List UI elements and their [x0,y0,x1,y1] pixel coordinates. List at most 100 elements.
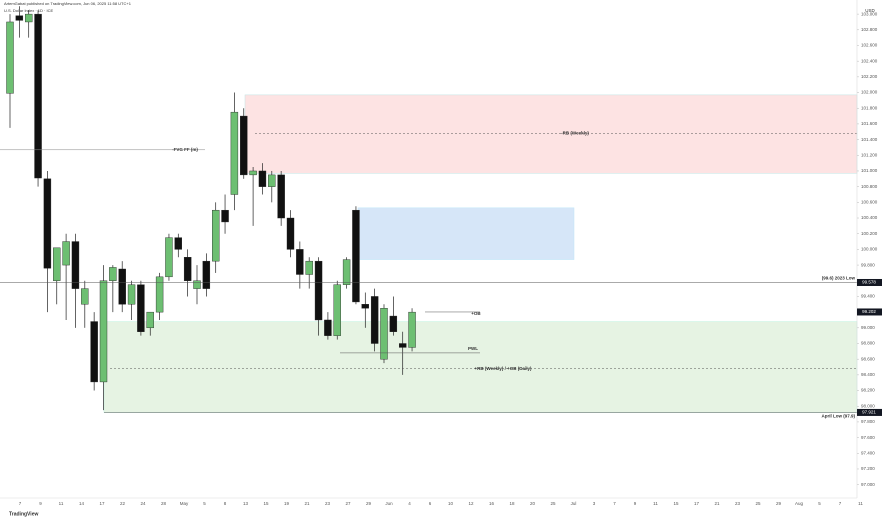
x-tick-label: 4 [408,501,411,506]
candle-body [361,304,369,309]
level-label: +RB (Weekly) / +OB (Daily) [475,366,532,371]
y-tick-label: 97.200 [861,466,875,471]
y-tick-label: 103.000 [861,11,878,16]
price-tag: 97.921 [862,410,876,415]
y-tick-label: 99.400 [861,294,875,299]
x-tick-label: 10 [448,501,454,506]
level-label: April Low (97.9) [821,414,855,419]
x-tick-label: 5 [818,501,821,506]
y-tick-label: 102.600 [861,43,878,48]
y-tick-label: 100.800 [861,184,878,189]
x-tick-label: 19 [284,501,290,506]
x-tick-label: 14 [79,501,85,506]
y-tick-label: 102.400 [861,58,878,63]
candle-body [389,315,398,332]
y-tick-label: 100.000 [861,247,878,252]
x-tick-label: 18 [509,501,515,506]
y-tick-label: 98.600 [861,356,875,361]
price-tag-bg [857,308,882,316]
x-tick-label: 7 [19,501,22,506]
candle-body [34,13,42,179]
y-tick-label: 97.800 [861,419,875,424]
candle-body [305,260,313,275]
candle-body [240,115,248,176]
x-tick-label: 11 [858,501,863,506]
y-tick-label: 101.000 [861,168,878,173]
candle-body [202,260,211,289]
candle-body [71,241,80,289]
x-tick-label: 11 [653,501,658,506]
candle-body [109,267,117,281]
y-tick-label: 98.400 [861,372,875,377]
candle-body [6,21,14,94]
level-label: (99.6) 2023 Low [822,276,856,281]
candle-body [342,259,351,285]
x-tick-label: 5 [203,501,206,506]
x-tick-label: Aug [795,501,804,506]
x-tick-label: 8 [224,501,227,506]
candle-body [53,247,61,281]
candle-body [127,284,136,305]
candle-body [333,284,341,336]
x-tick-label: 23 [735,501,741,506]
x-tick-label: 9 [634,501,637,506]
candle-body [183,257,192,281]
candle-body [165,237,173,278]
y-tick-label: 102.000 [861,90,878,95]
candle-body [370,296,379,344]
zone [357,207,575,260]
candle-body [352,209,360,303]
candle-body [286,217,295,250]
x-tick-label: 21 [714,501,720,506]
y-tick-label: 100.400 [861,215,878,220]
x-tick-label: 25 [550,501,556,506]
x-tick-label: 7 [613,501,616,506]
x-tick-label: 20 [530,501,536,506]
x-tick-label: 29 [776,501,782,506]
price-tag-bg [857,278,882,286]
x-tick-label: 7 [839,501,842,506]
level-label: +OB [471,311,481,316]
x-tick-label: Jul [571,501,577,506]
candle-body [399,343,407,348]
candle-body [258,170,267,187]
candle-body [296,249,304,275]
y-tick-label: 100.200 [861,231,878,236]
x-tick-label: 6 [429,501,432,506]
y-tick-label: 101.600 [861,121,878,126]
brand: TradingView [9,511,38,517]
x-tick-label: 27 [345,501,351,506]
candle-body [15,15,24,21]
candle-body [146,311,154,329]
y-tick-label: 101.400 [861,137,878,142]
y-tick-label: 97.400 [861,450,875,455]
x-tick-label: 21 [304,501,310,506]
candle-body [25,13,33,23]
x-tick-label: 11 [59,501,64,506]
y-tick-label: 102.800 [861,27,878,32]
x-tick-label: 28 [161,501,167,506]
y-tick-label: 99.800 [861,262,875,267]
x-tick-label: 3 [593,501,596,506]
y-tick-label: 99.000 [861,325,875,330]
y-tick-label: 97.000 [861,482,875,487]
candle-body [137,284,145,332]
candle-body [174,237,183,250]
zone [103,321,858,413]
x-tick-label: 9 [39,501,42,506]
x-tick-label: May [180,501,189,506]
price-tag-bg [857,408,882,416]
candle-body [277,174,285,219]
x-tick-label: 23 [325,501,331,506]
x-tick-label: 15 [673,501,679,506]
candle-body [90,321,98,383]
candle-body [324,319,332,336]
level-label: -FVG FF (m) [172,147,198,152]
candle-body [221,209,229,223]
candle-body [155,276,164,313]
x-tick-label: 16 [489,501,495,506]
x-tick-label: 12 [468,501,474,506]
x-tick-label: 24 [140,501,146,506]
candle-body [81,288,89,305]
